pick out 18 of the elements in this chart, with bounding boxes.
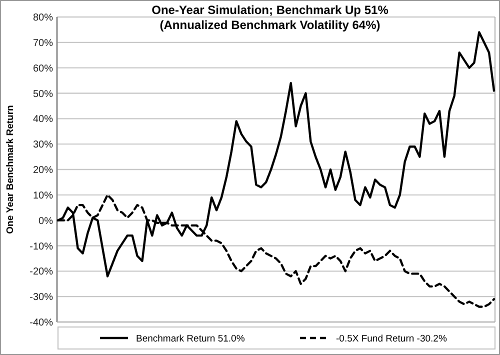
chart-title: One-Year Simulation; Benchmark Up 51%	[152, 3, 389, 17]
y-tick-label: 80%	[32, 12, 54, 24]
chart-subtitle: (Annualized Benchmark Volatility 64%)	[160, 18, 380, 32]
y-tick-label: 20%	[32, 165, 54, 176]
y-tick-label: 70%	[32, 38, 54, 49]
legend-label: -0.5X Fund Return -30.2%	[336, 333, 448, 344]
y-tick-label: 60%	[32, 63, 54, 74]
y-tick-label: 30%	[32, 140, 54, 151]
y-tick-label: 40%	[32, 114, 54, 126]
y-tick-label: -40%	[30, 318, 54, 328]
y-tick-label: 0%	[38, 216, 54, 227]
y-tick-label: -20%	[30, 266, 54, 278]
y-tick-label: 50%	[32, 88, 54, 100]
legend-label: Benchmark Return 51.0%	[136, 333, 246, 344]
y-axis-title: One Year Benchmark Return	[5, 104, 16, 234]
y-tick-label: 10%	[32, 190, 54, 202]
y-tick-label: -30%	[30, 292, 54, 304]
y-tick-label: -10%	[30, 241, 54, 252]
